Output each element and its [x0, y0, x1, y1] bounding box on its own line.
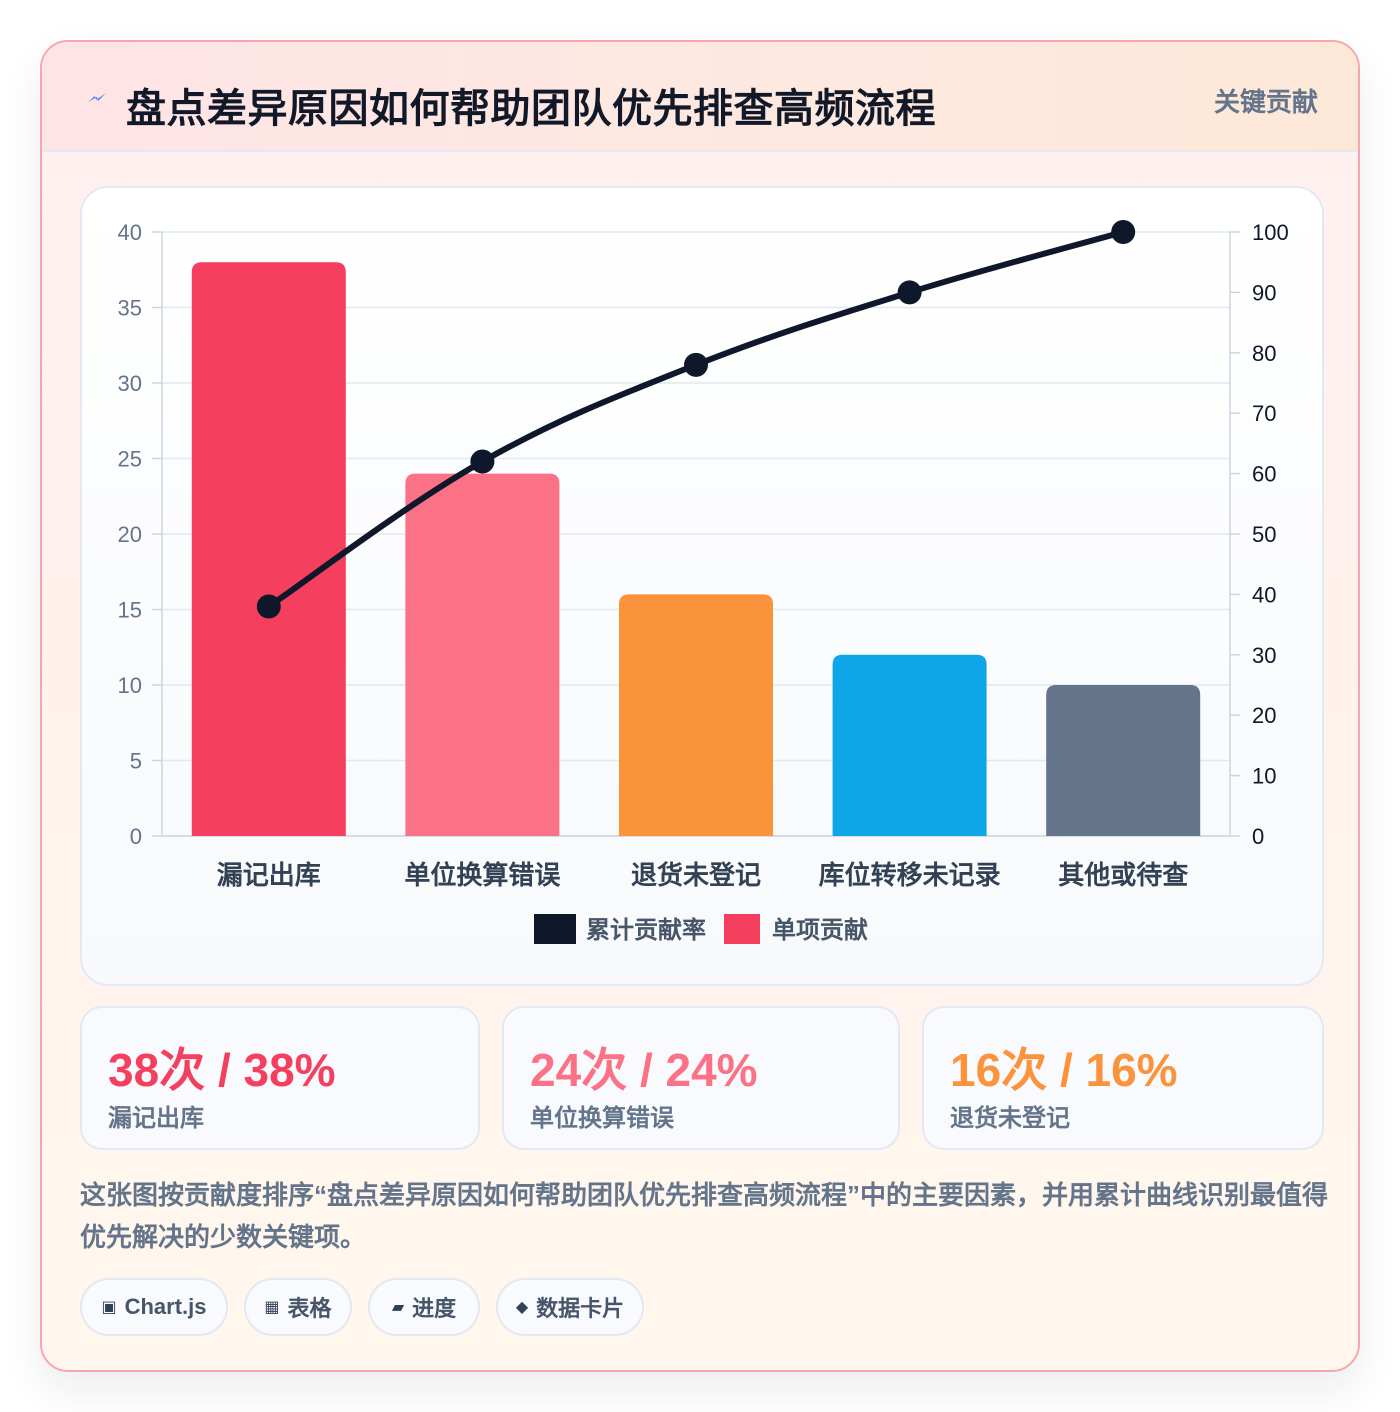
tag-table[interactable]: ▦ 表格 [244, 1278, 352, 1336]
stat-value: 16次 / 16% [950, 1044, 1178, 1096]
tag-label: Chart.js [124, 1294, 207, 1319]
legend-swatch-single [724, 914, 760, 944]
legend-swatch-cumulative [534, 914, 576, 944]
tag-chartjs[interactable]: ▣ Chart.js [80, 1278, 228, 1336]
x-tick-label: 库位转移未记录 [819, 860, 1001, 890]
stat-label: 单位换算错误 [530, 1105, 674, 1132]
stat-label: 漏记出库 [108, 1105, 204, 1132]
x-tick-label: 单位换算错误 [404, 860, 561, 890]
tag-label: 表格 [287, 1296, 332, 1321]
y-left-tick-label: 15 [118, 598, 142, 623]
y-right-tick-label: 30 [1252, 643, 1276, 668]
tag-progress[interactable]: ▰ 进度 [368, 1278, 480, 1336]
y-right-tick-label: 50 [1252, 522, 1276, 547]
bar [1046, 685, 1201, 836]
legend-label: 累计贡献率 [586, 916, 706, 944]
bar [191, 262, 346, 836]
page-title: 盘点差异原因如何帮助团队优先排查高频流程 [126, 87, 936, 131]
y-right-tick-label: 40 [1252, 582, 1276, 607]
bar [405, 473, 560, 836]
cumulative-point [256, 594, 281, 619]
stat-card-1: 38次 / 38% 漏记出库 [80, 1006, 480, 1150]
tag-label: 进度 [412, 1296, 457, 1321]
stat-label: 退货未登记 [950, 1105, 1070, 1132]
stat-value: 38次 / 38% [108, 1044, 336, 1096]
progress-icon: ▰ [391, 1299, 405, 1316]
bar [832, 654, 987, 836]
y-right-tick-label: 60 [1252, 462, 1276, 487]
card-header: 盘点差异原因如何帮助团队优先排查高频流程 关键贡献 [42, 42, 1358, 152]
cumulative-line [265, 229, 1127, 610]
cumulative-point [897, 280, 922, 305]
cumulative-point [1111, 220, 1136, 244]
legend-label: 单项贡献 [772, 917, 868, 944]
y-left-tick-label: 5 [130, 749, 142, 774]
y-right-tick-label: 80 [1252, 341, 1276, 366]
stat-card-2: 24次 / 24% 单位换算错误 [502, 1006, 900, 1150]
pareto-chart: 0 5 10 15 20 25 30 35 40 0 10 20 30 40 50 60 70 80 90 100 漏记… [118, 220, 1289, 944]
y-left-tick-label: 10 [118, 673, 142, 698]
x-tick-label: 退货未登记 [631, 860, 761, 890]
y-right-tick-label: 0 [1252, 824, 1264, 849]
pareto-card: 盘点差异原因如何帮助团队优先排查高频流程 关键贡献 0 5 10 15 20 25 30 35… [40, 40, 1360, 1372]
y-left-tick-label: 35 [118, 296, 142, 321]
tag-label: 数据卡片 [536, 1296, 625, 1321]
cumulative-point [470, 449, 495, 474]
bar [619, 594, 773, 836]
y-left-tick-label: 0 [130, 824, 142, 849]
x-tick-label: 漏记出库 [217, 860, 321, 890]
y-left-tick-label: 25 [118, 447, 142, 472]
tag-data-card[interactable]: ◆ 数据卡片 [496, 1278, 644, 1336]
lightning-icon [88, 93, 106, 102]
square-icon: ▣ [101, 1299, 117, 1316]
stat-card-3: 16次 / 16% 退货未登记 [922, 1006, 1324, 1150]
header-badge: 关键贡献 [1213, 87, 1318, 117]
stat-value: 24次 / 24% [530, 1044, 758, 1096]
chart-description: 这张图按贡献度排序“盘点差异原因如何帮助团队优先排查高频流程”中的主要因素，并用… [80, 1180, 1329, 1252]
y-right-tick-label: 70 [1252, 401, 1276, 426]
y-left-tick-label: 40 [118, 220, 142, 245]
y-right-tick-label: 100 [1252, 220, 1289, 245]
grid-icon: ▦ [264, 1299, 280, 1316]
diamond-icon: ◆ [515, 1299, 529, 1316]
y-left-tick-label: 20 [118, 522, 142, 547]
y-right-tick-label: 90 [1252, 280, 1276, 305]
chart-panel: 0 5 10 15 20 25 30 35 40 0 10 20 30 40 50 60 70 80 90 100 漏记… [80, 186, 1324, 986]
y-right-tick-label: 10 [1252, 764, 1276, 789]
x-tick-label: 其他或待查 [1058, 860, 1188, 890]
cumulative-point [684, 352, 708, 377]
y-right-tick-label: 20 [1252, 703, 1276, 728]
y-left-tick-label: 30 [118, 371, 142, 396]
